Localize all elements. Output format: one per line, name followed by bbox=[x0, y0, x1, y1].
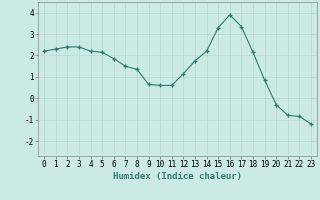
X-axis label: Humidex (Indice chaleur): Humidex (Indice chaleur) bbox=[113, 172, 242, 181]
